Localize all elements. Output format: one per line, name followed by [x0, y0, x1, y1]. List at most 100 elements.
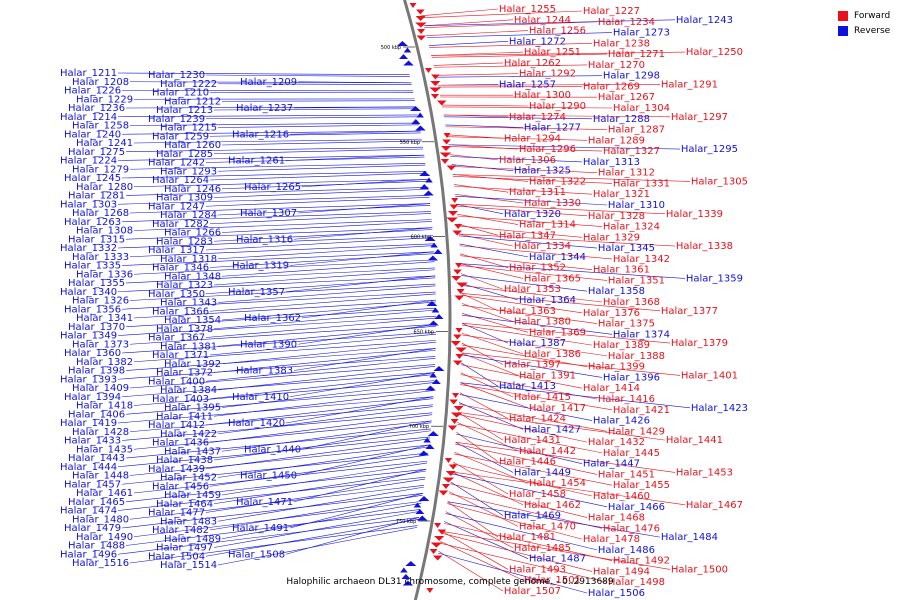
gene-label[interactable]: Halar_1250: [686, 47, 743, 58]
gene-label[interactable]: Halar_1380: [514, 317, 571, 328]
gene-label[interactable]: Halar_1310: [608, 200, 665, 211]
gene-label[interactable]: Halar_1398: [68, 366, 125, 377]
gene-label[interactable]: Halar_1229: [76, 94, 133, 105]
gene-label[interactable]: Halar_1305: [691, 176, 748, 187]
gene-label[interactable]: Halar_1242: [148, 158, 205, 169]
gene-label[interactable]: Halar_1212: [164, 96, 221, 107]
gene-label[interactable]: Halar_1293: [160, 166, 217, 177]
gene-label[interactable]: Halar_1243: [676, 15, 733, 26]
gene-label[interactable]: Halar_1376: [583, 308, 640, 319]
gene-label[interactable]: Halar_1424: [509, 414, 566, 425]
gene-label[interactable]: Halar_1295: [681, 144, 738, 155]
gene-label[interactable]: Halar_1352: [509, 263, 566, 274]
gene-label[interactable]: Halar_1273: [613, 28, 670, 39]
gene-label[interactable]: Halar_1417: [529, 403, 586, 414]
gene-label[interactable]: Halar_1459: [164, 490, 221, 501]
gene-label[interactable]: Halar_1460: [593, 491, 650, 502]
gene-label[interactable]: Halar_1266: [164, 228, 221, 239]
gene-label[interactable]: Halar_1350: [148, 289, 205, 300]
gene-label[interactable]: Halar_1224: [60, 156, 117, 167]
gene-label[interactable]: Halar_1431: [504, 435, 561, 446]
gene-label[interactable]: Halar_1377: [661, 306, 718, 317]
gene-label[interactable]: Halar_1303: [60, 199, 117, 210]
gene-label[interactable]: Halar_1344: [529, 252, 586, 263]
gene-label[interactable]: Halar_1317: [148, 245, 205, 256]
gene-label[interactable]: Halar_1451: [598, 469, 655, 480]
gene-label[interactable]: Halar_1270: [588, 60, 645, 71]
gene-label[interactable]: Halar_1290: [529, 101, 586, 112]
gene-label[interactable]: Halar_1357: [228, 287, 285, 298]
gene-label[interactable]: Halar_1211: [60, 68, 117, 79]
gene-label[interactable]: Halar_1359: [686, 273, 743, 284]
gene-label[interactable]: Halar_1351: [608, 275, 665, 286]
gene-label[interactable]: Halar_1356: [64, 304, 121, 315]
gene-label[interactable]: Halar_1486: [598, 545, 655, 556]
gene-label[interactable]: Halar_1507: [504, 586, 561, 597]
gene-label[interactable]: Halar_1483: [160, 516, 217, 527]
gene-label[interactable]: Halar_1328: [588, 211, 645, 222]
gene-label[interactable]: Halar_1382: [76, 357, 133, 368]
gene-label[interactable]: Halar_1466: [608, 502, 665, 513]
gene-label[interactable]: Halar_1458: [509, 489, 566, 500]
gene-label[interactable]: Halar_1487: [529, 554, 586, 565]
gene-label[interactable]: Halar_1379: [671, 338, 728, 349]
gene-label[interactable]: Halar_1245: [64, 173, 121, 184]
gene-label[interactable]: Halar_1443: [68, 453, 125, 464]
gene-label[interactable]: Halar_1428: [72, 427, 129, 438]
gene-label[interactable]: Halar_1471: [236, 497, 293, 508]
gene-label[interactable]: Halar_1256: [529, 26, 586, 37]
gene-label[interactable]: Halar_1378: [156, 324, 213, 335]
gene-label[interactable]: Halar_1444: [60, 462, 117, 473]
gene-label[interactable]: Halar_1433: [64, 436, 121, 447]
gene-label[interactable]: Halar_1340: [60, 287, 117, 298]
gene-label[interactable]: Halar_1391: [519, 370, 576, 381]
gene-label[interactable]: Halar_1348: [164, 271, 221, 282]
gene-label[interactable]: Halar_1265: [244, 182, 301, 193]
gene-label[interactable]: Halar_1496: [60, 549, 117, 560]
gene-label[interactable]: Halar_1259: [152, 131, 209, 142]
gene-label[interactable]: Halar_1490: [76, 532, 133, 543]
gene-label[interactable]: Halar_1396: [603, 372, 660, 383]
gene-label[interactable]: Halar_1268: [72, 208, 129, 219]
gene-label[interactable]: Halar_1240: [64, 129, 121, 140]
gene-label[interactable]: Halar_1514: [160, 560, 217, 571]
gene-label[interactable]: Halar_1506: [588, 588, 645, 599]
gene-label[interactable]: Halar_1454: [529, 478, 586, 489]
gene-label[interactable]: Halar_1412: [148, 420, 205, 431]
gene-label[interactable]: Halar_1462: [524, 500, 581, 511]
gene-label[interactable]: Halar_1331: [613, 178, 670, 189]
gene-label[interactable]: Halar_1469: [504, 511, 561, 522]
gene-label[interactable]: Halar_1306: [499, 155, 556, 166]
gene-label[interactable]: Halar_1485: [514, 543, 571, 554]
gene-label[interactable]: Halar_1497: [156, 543, 213, 554]
gene-label[interactable]: Halar_1263: [64, 217, 121, 228]
gene-label[interactable]: Halar_1214: [60, 112, 117, 123]
gene-label[interactable]: Halar_1504: [148, 551, 205, 562]
gene-label[interactable]: Halar_1292: [519, 69, 576, 80]
gene-label[interactable]: Halar_1375: [598, 319, 655, 330]
gene-label[interactable]: Halar_1296: [519, 144, 576, 155]
gene-label[interactable]: Halar_1353: [504, 284, 561, 295]
gene-label[interactable]: Halar_1409: [72, 383, 129, 394]
gene-label[interactable]: Halar_1274: [509, 112, 566, 123]
gene-label[interactable]: Halar_1395: [164, 403, 221, 414]
gene-label[interactable]: Halar_1399: [588, 362, 645, 373]
gene-label[interactable]: Halar_1338: [676, 241, 733, 252]
gene-label[interactable]: Halar_1277: [524, 123, 581, 134]
gene-label[interactable]: Halar_1247: [148, 201, 205, 212]
gene-label[interactable]: Halar_1474: [60, 506, 117, 517]
gene-label[interactable]: Halar_1260: [164, 140, 221, 151]
gene-label[interactable]: Halar_1312: [598, 168, 655, 179]
gene-label[interactable]: Halar_1355: [68, 278, 125, 289]
gene-label[interactable]: Halar_1288: [593, 114, 650, 125]
gene-label[interactable]: Halar_1234: [598, 17, 655, 28]
gene-label[interactable]: Halar_1258: [72, 121, 129, 132]
gene-label[interactable]: Halar_1255: [499, 4, 556, 15]
gene-label[interactable]: Halar_1215: [160, 123, 217, 134]
gene-label[interactable]: Halar_1516: [72, 558, 129, 569]
gene-label[interactable]: Halar_1464: [156, 499, 213, 510]
gene-label[interactable]: Halar_1329: [583, 232, 640, 243]
gene-label[interactable]: Halar_1332: [60, 243, 117, 254]
gene-label[interactable]: Halar_1387: [509, 338, 566, 349]
gene-label[interactable]: Halar_1393: [60, 374, 117, 385]
